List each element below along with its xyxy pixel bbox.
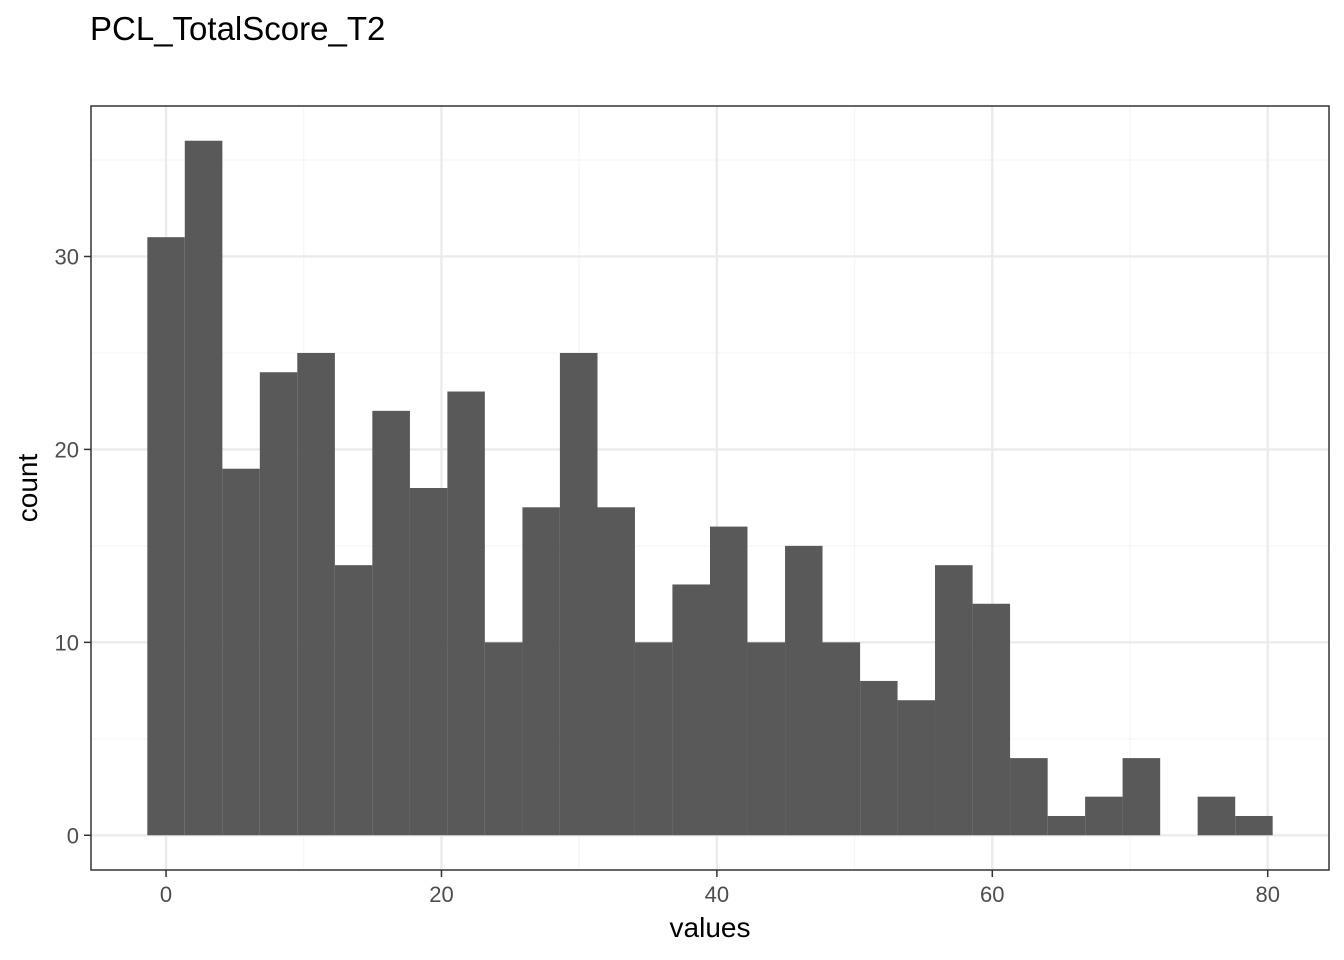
y-tick-label: 30 — [55, 244, 79, 269]
histogram-bar — [672, 584, 710, 836]
x-axis-title: values — [670, 912, 751, 943]
histogram-bar — [447, 391, 485, 836]
histogram-bar — [484, 642, 523, 836]
x-tick-label: 80 — [1255, 882, 1279, 907]
x-tick-label: 20 — [429, 882, 453, 907]
x-tick-label: 0 — [160, 882, 172, 907]
histogram-bar — [897, 700, 936, 836]
chart-title: PCL_TotalScore_T2 — [90, 10, 385, 47]
histogram-bar — [935, 565, 973, 836]
histogram-bar — [634, 642, 673, 836]
histogram-bar — [1085, 796, 1123, 836]
histogram-bar — [147, 237, 185, 836]
histogram-bar — [785, 545, 823, 836]
histogram-bar — [522, 507, 560, 836]
histogram-bar — [747, 642, 786, 836]
histogram-bar — [822, 642, 861, 836]
y-axis-title: count — [12, 454, 43, 523]
histogram-bar — [259, 372, 298, 836]
histogram-bar — [1047, 815, 1086, 836]
histogram-bar — [297, 352, 335, 836]
histogram-bar — [184, 140, 223, 836]
histogram-bars — [147, 140, 1273, 836]
x-axis: 0 20 40 60 80 — [160, 870, 1280, 907]
histogram-bar — [372, 410, 410, 836]
histogram-bar — [972, 603, 1011, 836]
histogram-bar — [1197, 796, 1236, 836]
histogram-bar — [334, 565, 373, 836]
y-tick-label: 10 — [55, 630, 79, 655]
histogram-bar — [1122, 758, 1161, 836]
histogram-bar — [559, 352, 598, 836]
histogram-bar — [1235, 815, 1273, 836]
x-tick-label: 60 — [980, 882, 1004, 907]
plot-panel-border — [90, 105, 1330, 871]
histogram-bar — [860, 680, 898, 836]
x-tick-label: 40 — [705, 882, 729, 907]
histogram-bar — [710, 526, 748, 836]
y-tick-label: 0 — [67, 823, 79, 848]
histogram-bar — [409, 488, 448, 836]
y-tick-label: 20 — [55, 437, 79, 462]
histogram-bar — [1010, 758, 1048, 836]
histogram-bar — [222, 468, 260, 836]
y-axis: 0 10 20 30 — [55, 244, 91, 848]
histogram-bar — [597, 507, 635, 836]
